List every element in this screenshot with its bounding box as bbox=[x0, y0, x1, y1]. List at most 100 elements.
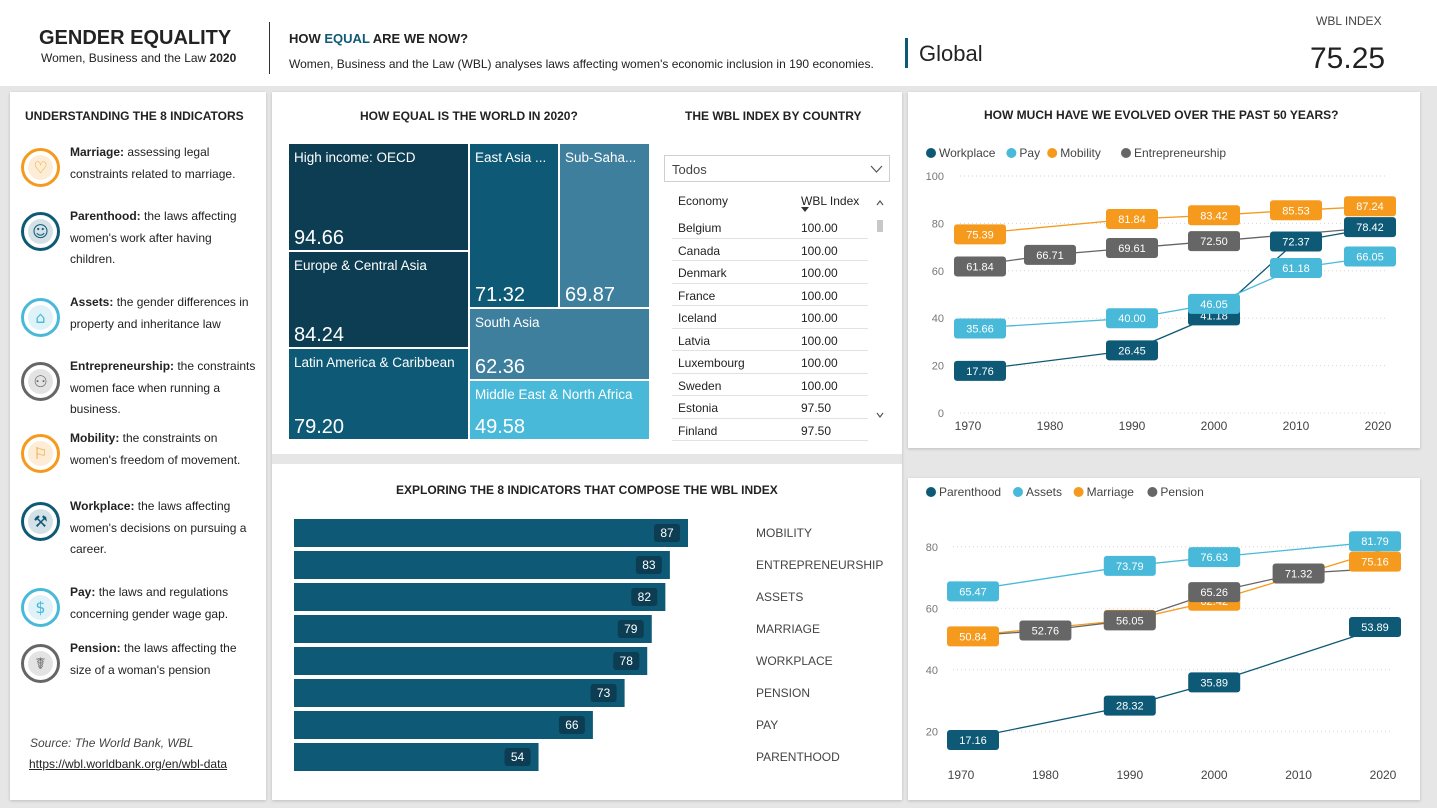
treemap-cell[interactable]: Middle East & North Africa 49.58 bbox=[470, 381, 649, 439]
indicators-card: UNDERSTANDING THE 8 INDICATORS ♡ Marriage… bbox=[10, 92, 266, 800]
data-label[interactable]: 17.76 bbox=[966, 366, 994, 378]
series-line-assets[interactable] bbox=[960, 540, 1384, 593]
data-label-bg bbox=[1270, 231, 1322, 252]
treemap-label: Middle East & North Africa bbox=[475, 387, 633, 402]
indicator-name: Pension: bbox=[70, 641, 121, 655]
legend-item-pension[interactable]: Pension bbox=[1147, 485, 1204, 499]
scroll-down-icon[interactable] bbox=[876, 412, 884, 418]
table-row[interactable]: Luxembourg 100.00 bbox=[672, 351, 868, 374]
data-label[interactable]: 66.05 bbox=[1356, 251, 1384, 263]
data-label[interactable]: 75.39 bbox=[966, 229, 994, 241]
treemap-value: 49.58 bbox=[475, 416, 526, 438]
data-label[interactable]: 65.26 bbox=[1200, 587, 1228, 599]
data-label[interactable]: 17.16 bbox=[959, 735, 987, 747]
data-label[interactable]: 69.61 bbox=[1118, 243, 1146, 255]
data-label-bg bbox=[1106, 308, 1158, 329]
y-tick-label: 20 bbox=[932, 361, 944, 373]
bar-mobility[interactable] bbox=[294, 519, 688, 547]
treemap-cell[interactable]: Europe & Central Asia 84.24 bbox=[289, 252, 468, 347]
scroll-thumb[interactable] bbox=[877, 220, 883, 232]
page-subtitle: Women, Business and the Law 2020 bbox=[41, 51, 236, 65]
country-dropdown-value: Todos bbox=[672, 162, 707, 177]
data-label[interactable]: 72.37 bbox=[1282, 236, 1310, 248]
data-label[interactable]: 61.18 bbox=[1282, 263, 1310, 275]
legend-label: Entrepreneurship bbox=[1134, 146, 1226, 160]
data-label-bg bbox=[1103, 695, 1156, 716]
bar-pay[interactable] bbox=[294, 711, 593, 739]
data-label[interactable]: 46.05 bbox=[1200, 299, 1228, 311]
bar-workplace[interactable] bbox=[294, 647, 648, 675]
data-label[interactable]: 66.71 bbox=[1036, 250, 1064, 262]
legend-item-parenthood[interactable]: Parenthood bbox=[926, 485, 1001, 499]
treemap-cell[interactable]: Latin America & Caribbean 79.20 bbox=[289, 349, 468, 439]
table-rows: Belgium 100.00 Canada 100.00 Denmark 100.00 Fr… bbox=[672, 216, 872, 442]
table-row[interactable]: Canada 100.00 bbox=[672, 239, 868, 261]
data-label[interactable]: 72.50 bbox=[1200, 236, 1228, 248]
treemap-cell[interactable]: South Asia 62.36 bbox=[470, 309, 649, 379]
table-row[interactable]: France 100.00 bbox=[672, 284, 868, 306]
data-label[interactable]: 87.24 bbox=[1356, 201, 1384, 213]
legend-marker bbox=[1073, 487, 1084, 497]
data-label[interactable]: 83.42 bbox=[1200, 210, 1228, 222]
col-economy-header[interactable]: Economy bbox=[678, 194, 729, 208]
data-label[interactable]: 40.00 bbox=[1118, 313, 1146, 325]
data-label[interactable]: 61.84 bbox=[966, 261, 994, 273]
data-label[interactable]: 53.89 bbox=[1361, 622, 1389, 634]
table-row[interactable]: Iceland 100.00 bbox=[672, 306, 868, 329]
source-link[interactable]: https://wbl.worldbank.org/en/wbl-data bbox=[29, 757, 228, 771]
legend-item-pay[interactable]: Pay bbox=[1006, 146, 1040, 160]
data-label[interactable]: 26.45 bbox=[1118, 345, 1146, 357]
table-row[interactable]: Sweden 100.00 bbox=[672, 374, 868, 396]
data-label[interactable]: 65.47 bbox=[959, 586, 987, 598]
indicator-name: Workplace: bbox=[70, 499, 135, 513]
legend-item-assets[interactable]: Assets bbox=[1013, 485, 1062, 499]
data-label[interactable]: 35.66 bbox=[966, 323, 994, 335]
table-row[interactable]: Latvia 100.00 bbox=[672, 329, 868, 351]
bar-label-bg bbox=[617, 620, 644, 638]
legend-item-marriage[interactable]: Marriage bbox=[1073, 485, 1135, 499]
data-label[interactable]: 76.63 bbox=[1200, 552, 1228, 564]
table-row[interactable]: Estonia 97.50 bbox=[672, 396, 868, 419]
data-label[interactable]: 35.89 bbox=[1200, 677, 1228, 689]
bar-parenthood[interactable] bbox=[294, 743, 539, 771]
data-label[interactable]: 52.76 bbox=[1032, 626, 1060, 638]
legend-item-entrepreneurship[interactable]: Entrepreneurship bbox=[1121, 146, 1226, 160]
treemap-cell[interactable]: East Asia ... 71.32 bbox=[470, 144, 558, 307]
indicator-name: Pay: bbox=[70, 585, 96, 599]
table-row[interactable]: Finland 97.50 bbox=[672, 419, 868, 441]
data-label[interactable]: 56.05 bbox=[1116, 615, 1144, 627]
data-label[interactable]: 71.32 bbox=[1285, 568, 1313, 580]
bar-marriage[interactable] bbox=[294, 615, 652, 643]
legend-marker bbox=[1147, 487, 1158, 497]
data-label[interactable]: 28.32 bbox=[1116, 701, 1144, 713]
legend-item-mobility[interactable]: Mobility bbox=[1047, 146, 1101, 160]
table-row[interactable]: Belgium 100.00 bbox=[672, 216, 868, 239]
bar-entrepreneurship[interactable] bbox=[294, 551, 670, 579]
mobility-icon-glyph: ⚐ bbox=[33, 444, 48, 463]
table-row[interactable]: Denmark 100.00 bbox=[672, 261, 868, 284]
legend-marker bbox=[1013, 487, 1023, 497]
indicator-desc: the laws affecting women's work after ha… bbox=[70, 209, 237, 266]
y-tick-label: 80 bbox=[932, 218, 944, 230]
data-label[interactable]: 78.42 bbox=[1356, 222, 1384, 234]
data-label[interactable]: 50.84 bbox=[959, 631, 987, 643]
data-label[interactable]: 85.53 bbox=[1282, 205, 1310, 217]
data-label-bg bbox=[1344, 217, 1396, 238]
scroll-up-icon[interactable] bbox=[876, 200, 884, 206]
region-label: Global bbox=[919, 41, 983, 66]
bar-pension[interactable] bbox=[294, 679, 625, 707]
legend-item-workplace[interactable]: Workplace bbox=[926, 146, 996, 160]
bar-assets[interactable] bbox=[294, 583, 666, 611]
series-line-parenthood[interactable] bbox=[960, 626, 1384, 741]
table-scrollbar[interactable] bbox=[875, 190, 885, 430]
treemap-value: 69.87 bbox=[565, 284, 616, 306]
treemap-cell[interactable]: High income: OECD 94.66 bbox=[289, 144, 468, 250]
treemap-cell[interactable]: Sub-Saha... 69.87 bbox=[560, 144, 649, 307]
line-chart-1-title: HOW MUCH HAVE WE EVOLVED OVER THE PAST 5… bbox=[984, 108, 1339, 122]
data-label[interactable]: 75.16 bbox=[1361, 557, 1389, 569]
data-label[interactable]: 81.79 bbox=[1361, 536, 1389, 548]
col-index-header[interactable]: WBL Index bbox=[801, 194, 860, 208]
data-label[interactable]: 73.79 bbox=[1116, 561, 1144, 573]
country-dropdown[interactable]: Todos bbox=[664, 155, 890, 182]
data-label[interactable]: 81.84 bbox=[1118, 214, 1146, 226]
